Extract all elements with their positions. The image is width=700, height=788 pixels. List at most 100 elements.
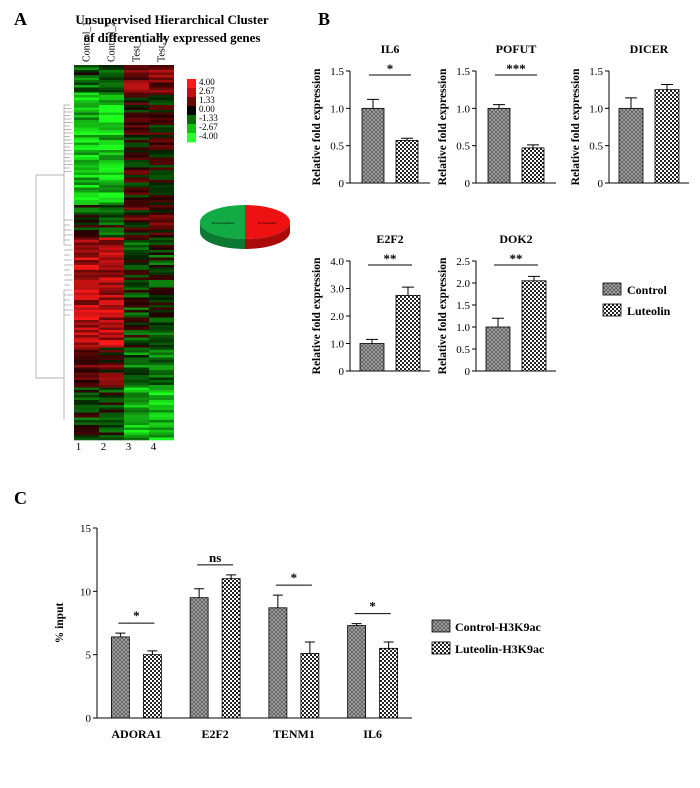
heatmap-cell bbox=[74, 312, 99, 316]
color-scale-label: 1.33 bbox=[199, 95, 215, 105]
heatmap-cell bbox=[149, 287, 174, 291]
heatmap-cell bbox=[74, 355, 99, 358]
heatmap-cell bbox=[99, 380, 124, 383]
y-axis-label: Relative fold expression bbox=[311, 68, 323, 185]
x-tick-label: TENM1 bbox=[273, 727, 315, 741]
heatmap-cell bbox=[74, 430, 99, 433]
heatmap-cell bbox=[74, 427, 99, 431]
heatmap-cell bbox=[74, 257, 99, 261]
panel-a-letter: A bbox=[14, 9, 27, 29]
heatmap-cell bbox=[99, 337, 124, 341]
heatmap-cell bbox=[124, 307, 149, 311]
heatmap-cell bbox=[124, 362, 149, 366]
legend-b: Control Luteolin bbox=[602, 282, 671, 318]
heatmap-cell bbox=[74, 385, 99, 388]
heatmap-cell bbox=[74, 242, 99, 246]
heatmap-cell bbox=[99, 240, 124, 243]
heatmap-cell bbox=[124, 120, 149, 123]
heatmap-cell bbox=[149, 172, 174, 176]
heatmap-cell bbox=[74, 337, 99, 341]
heatmap-cell bbox=[99, 387, 124, 391]
heatmap-cell bbox=[124, 147, 149, 151]
heatmap-cell bbox=[99, 260, 124, 263]
heatmap-cell bbox=[99, 230, 124, 233]
heatmap-cell bbox=[149, 237, 174, 241]
heatmap-cell bbox=[74, 272, 99, 276]
heatmap-cell bbox=[99, 362, 124, 366]
heatmap-cell bbox=[124, 390, 149, 393]
heatmap-cell bbox=[124, 155, 149, 158]
heatmap-cell bbox=[124, 75, 149, 78]
heatmap-cell bbox=[124, 190, 149, 193]
heatmap-cell bbox=[74, 127, 99, 131]
heatmap-cell bbox=[124, 415, 149, 418]
heatmap-cell bbox=[99, 200, 124, 203]
heatmap-cell bbox=[124, 252, 149, 256]
heatmap-cell bbox=[124, 65, 149, 68]
heatmap-cell bbox=[99, 435, 124, 438]
heatmap-cell bbox=[74, 330, 99, 333]
heatmap-cell bbox=[74, 90, 99, 93]
heatmap-cell bbox=[149, 145, 174, 148]
heatmap-cell bbox=[149, 225, 174, 228]
heatmap-cell bbox=[124, 267, 149, 271]
heatmap-cell bbox=[149, 317, 174, 321]
heatmap-cell bbox=[99, 280, 124, 283]
heatmap-cell bbox=[99, 217, 124, 221]
color-scale-swatch bbox=[187, 79, 196, 89]
heatmap-cell bbox=[149, 310, 174, 313]
heatmap-cell bbox=[124, 322, 149, 326]
heatmap-cell bbox=[74, 407, 99, 411]
heatmap-cell bbox=[124, 420, 149, 423]
heatmap-cell bbox=[124, 387, 149, 391]
heatmap-cell bbox=[124, 222, 149, 226]
heatmap-cell bbox=[74, 182, 99, 186]
heatmap-cell bbox=[149, 270, 174, 273]
heatmap-cell bbox=[74, 220, 99, 223]
heatmap-cell bbox=[99, 107, 124, 111]
heatmap-cell bbox=[74, 217, 99, 221]
heatmap-cell bbox=[74, 322, 99, 326]
heatmap-cell bbox=[74, 207, 99, 211]
y-tick-label: 0 bbox=[465, 366, 471, 378]
error-bar bbox=[366, 338, 378, 344]
heatmap-cell bbox=[124, 95, 149, 98]
heatmap-cell bbox=[124, 257, 149, 261]
heatmap-cell bbox=[124, 435, 149, 438]
heatmap-cell bbox=[124, 175, 149, 178]
heatmap-cell bbox=[74, 102, 99, 106]
heatmap-cell bbox=[124, 87, 149, 91]
bar-tenm1-control bbox=[268, 607, 288, 719]
heatmap-cell bbox=[124, 205, 149, 208]
heatmap-cell bbox=[149, 125, 174, 128]
bar-e2f2-luteolin bbox=[221, 578, 241, 719]
heatmap-cell bbox=[99, 257, 124, 261]
heatmap-cell bbox=[99, 277, 124, 281]
heatmap-cell bbox=[149, 100, 174, 103]
legend-c-luteolin-label: Luteolin-H3K9ac bbox=[455, 642, 545, 656]
heatmap-cell bbox=[99, 245, 124, 248]
heatmap-cell bbox=[149, 325, 174, 328]
heatmap-cell bbox=[99, 75, 124, 78]
bar-luteolin bbox=[395, 140, 419, 184]
heatmap-cell bbox=[124, 357, 149, 361]
y-tick-label: 2.0 bbox=[330, 311, 344, 323]
heatmap-cell bbox=[74, 397, 99, 401]
heatmap-cell bbox=[149, 297, 174, 301]
bar-luteolin bbox=[521, 280, 547, 372]
heatmap-column-labels: Control_1 Control_2 Test_1 Test_2 bbox=[82, 21, 168, 62]
heatmap-cell bbox=[149, 342, 174, 346]
heatmap-cell bbox=[74, 145, 99, 148]
color-scale-label: -1.33 bbox=[199, 113, 218, 123]
heatmap-cell bbox=[99, 310, 124, 313]
y-tick-label: 1.0 bbox=[456, 103, 470, 115]
heatmap-cell bbox=[99, 72, 124, 76]
heatmap-cell bbox=[124, 347, 149, 351]
heatmap-cell bbox=[99, 100, 124, 103]
heatmap-cell bbox=[74, 265, 99, 268]
heatmap-title-line1: Unsupervised Hierarchical Cluster bbox=[75, 12, 269, 27]
x-tick-label: ADORA1 bbox=[111, 727, 161, 741]
heatmap-cell bbox=[99, 112, 124, 116]
heatmap-cell bbox=[99, 267, 124, 271]
heatmap-cell bbox=[74, 167, 99, 171]
